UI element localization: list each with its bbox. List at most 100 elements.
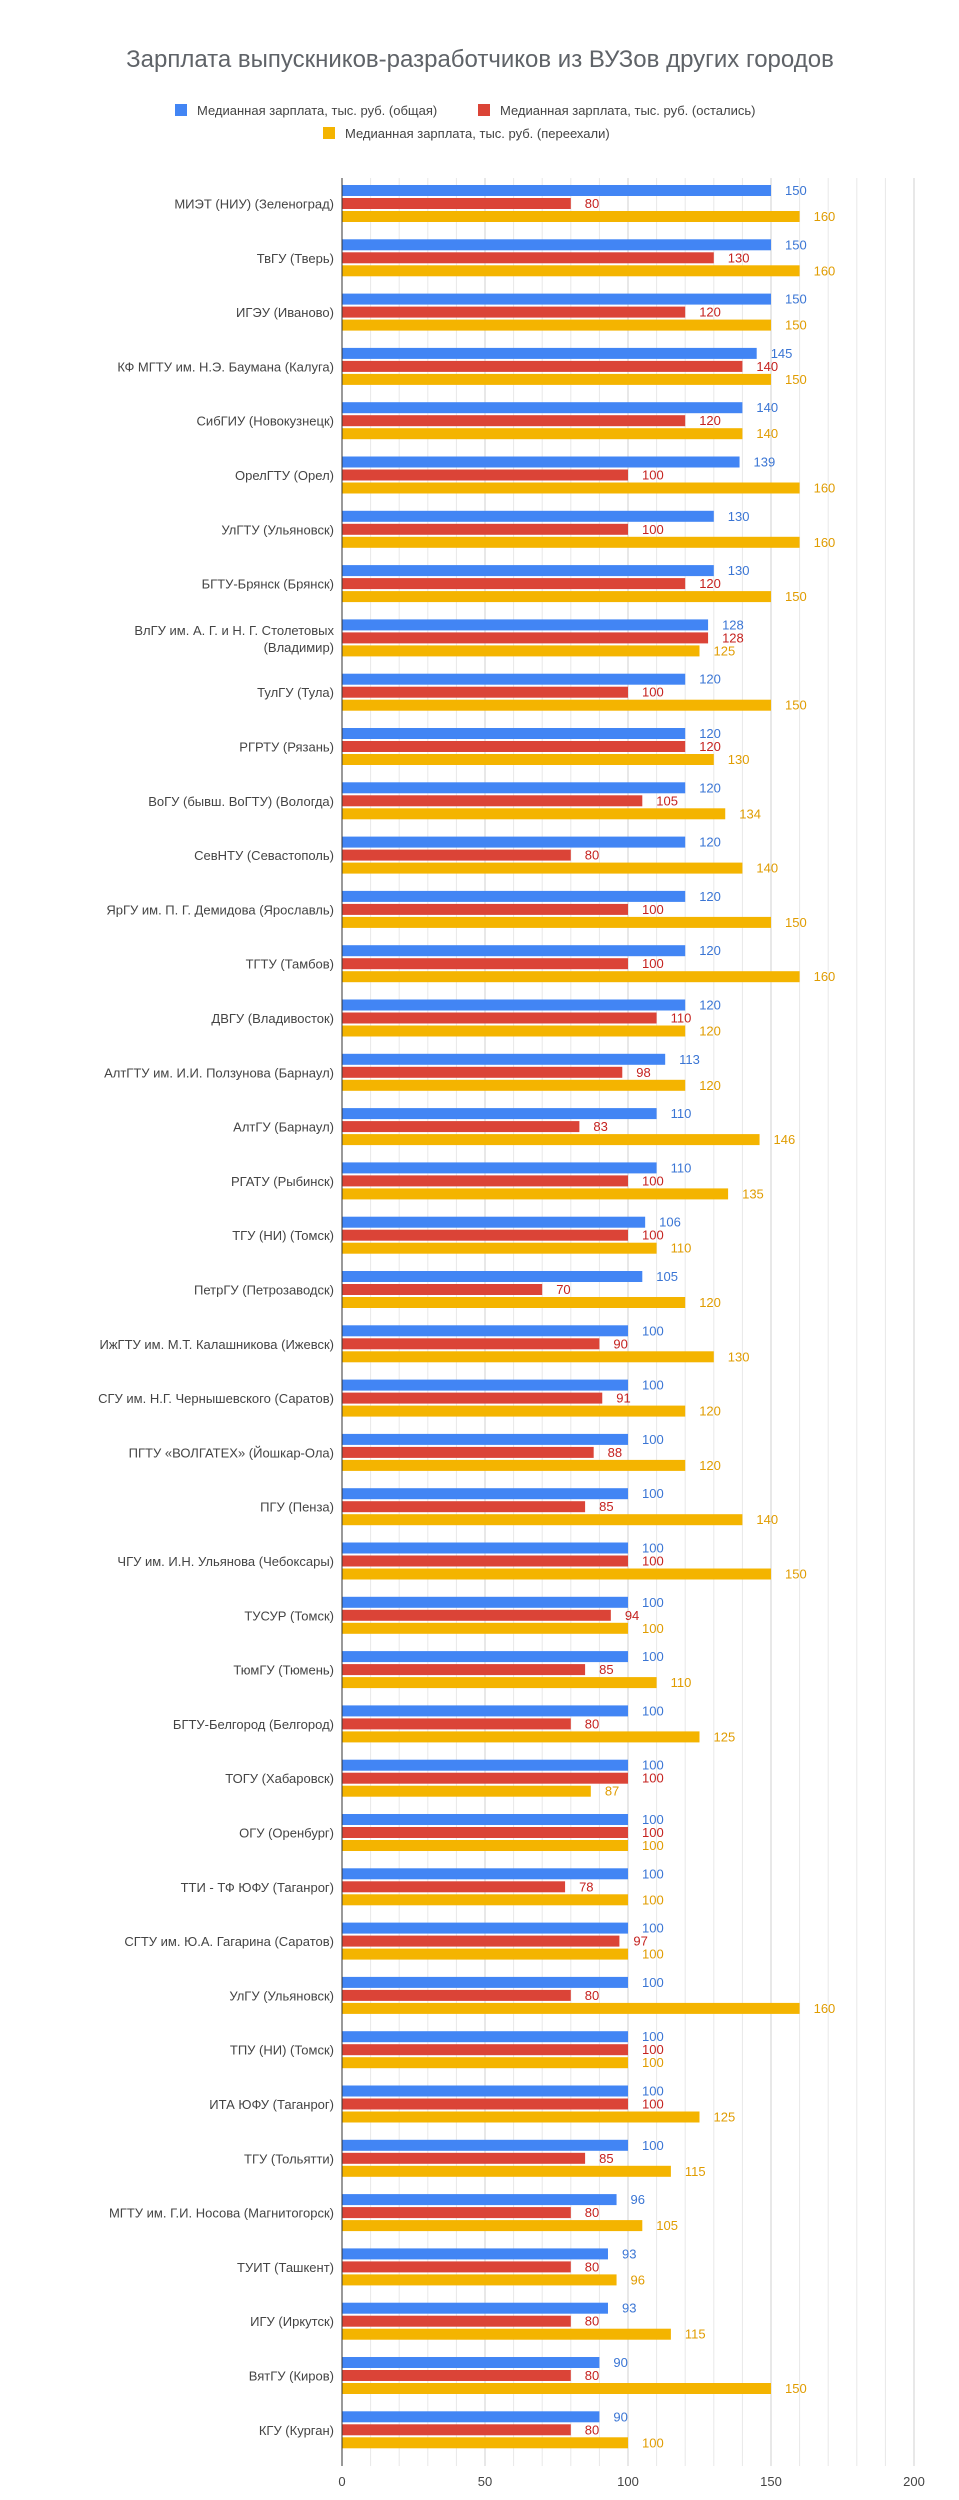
category-label-10: РГРТУ (Рязань)	[239, 740, 334, 755]
category-label-8-line-0: ВлГУ им. А. Г. и Н. Г. Столетовых	[134, 623, 334, 638]
bar-20-0	[342, 1271, 643, 1282]
bar-8-0	[342, 619, 709, 631]
value-label-36-2: 115	[685, 2164, 706, 2179]
bar-7-2	[342, 591, 771, 603]
bar-38-1	[342, 2261, 571, 2273]
value-label-14-1: 100	[642, 956, 664, 971]
value-label-25-0: 100	[642, 1541, 664, 1556]
bar-16-0	[342, 1053, 666, 1065]
bar-9-1	[342, 686, 628, 698]
category-label-41: КГУ (Курган)	[259, 2423, 334, 2438]
value-label-39-0: 93	[622, 2301, 636, 2316]
value-label-10-2: 130	[728, 752, 750, 767]
bar-2-1	[342, 306, 686, 318]
value-label-35-1: 100	[642, 2097, 664, 2112]
value-label-29-0: 100	[642, 1758, 664, 1773]
bar-38-2	[342, 2274, 617, 2286]
bar-20-1	[342, 1284, 543, 1295]
value-label-8-0: 128	[722, 617, 744, 632]
bar-24-1	[342, 1501, 586, 1513]
bar-0-1	[342, 198, 571, 209]
value-label-0-1: 80	[585, 196, 599, 211]
bar-26-0	[342, 1596, 628, 1608]
category-label-29: ТОГУ (Хабаровск)	[225, 1771, 334, 1786]
category-label-27: ТюмГУ (Тюмень)	[233, 1663, 334, 1678]
value-label-38-2: 96	[631, 2272, 645, 2287]
category-label-1: ТвГУ (Тверь)	[257, 251, 334, 266]
bar-18-1	[342, 1175, 628, 1187]
value-label-37-2: 105	[656, 2218, 678, 2233]
legend-swatch-1	[478, 104, 490, 116]
bar-2-0	[342, 293, 771, 305]
value-label-7-1: 120	[699, 576, 721, 591]
value-label-33-0: 100	[642, 1975, 664, 1990]
value-label-18-1: 100	[642, 1173, 664, 1188]
value-label-4-1: 120	[699, 413, 721, 428]
category-label-30: ОГУ (Оренбург)	[239, 1826, 334, 1841]
value-label-17-0: 110	[671, 1106, 692, 1121]
value-label-20-2: 120	[699, 1295, 721, 1310]
value-label-41-2: 100	[642, 2435, 664, 2450]
value-label-27-2: 110	[671, 1675, 692, 1690]
value-label-19-1: 100	[642, 1228, 664, 1243]
value-label-6-1: 100	[642, 522, 664, 537]
value-label-25-2: 150	[785, 1567, 807, 1582]
category-label-5: ОрелГТУ (Орел)	[235, 468, 334, 483]
value-label-29-1: 100	[642, 1771, 664, 1786]
bar-40-0	[342, 2357, 600, 2368]
value-label-4-0: 140	[756, 400, 778, 415]
value-label-32-1: 97	[633, 1934, 647, 1949]
value-label-19-2: 110	[671, 1241, 692, 1256]
value-label-23-2: 120	[699, 1458, 721, 1473]
bar-12-1	[342, 849, 571, 861]
category-label-11: ВоГУ (бывш. ВоГТУ) (Вологда)	[148, 794, 334, 809]
x-tick-label-200: 200	[903, 2474, 925, 2489]
bar-4-0	[342, 402, 743, 414]
bar-18-2	[342, 1188, 729, 1200]
value-label-18-0: 110	[671, 1160, 692, 1175]
value-label-8-2: 125	[714, 643, 736, 658]
bar-36-2	[342, 2165, 671, 2177]
value-label-12-1: 80	[585, 848, 599, 863]
bar-40-1	[342, 2370, 571, 2381]
bar-1-0	[342, 239, 771, 251]
value-label-26-1: 94	[625, 1608, 639, 1623]
bar-7-0	[342, 565, 714, 577]
value-label-10-1: 120	[699, 739, 721, 754]
value-label-5-0: 139	[754, 455, 776, 470]
value-label-9-0: 120	[699, 672, 721, 687]
value-label-11-0: 120	[699, 780, 721, 795]
value-label-40-2: 150	[785, 2381, 807, 2396]
value-label-37-0: 96	[631, 2192, 645, 2207]
value-label-18-2: 135	[742, 1186, 764, 1201]
value-label-6-0: 130	[728, 509, 750, 524]
value-label-7-0: 130	[728, 563, 750, 578]
value-label-30-2: 100	[642, 1838, 664, 1853]
x-tick-label-50: 50	[478, 2474, 492, 2489]
category-label-12: СевНТУ (Севастополь)	[194, 848, 334, 863]
value-label-21-1: 90	[613, 1336, 627, 1351]
bar-6-0	[342, 510, 714, 522]
value-label-35-0: 100	[642, 2084, 664, 2099]
value-label-30-1: 100	[642, 1825, 664, 1840]
bar-21-0	[342, 1325, 628, 1337]
bar-20-2	[342, 1297, 686, 1308]
value-label-26-0: 100	[642, 1595, 664, 1610]
bar-5-1	[342, 469, 628, 481]
bar-30-2	[342, 1840, 628, 1851]
value-label-38-1: 80	[585, 2259, 599, 2274]
gridlines	[370, 178, 915, 2466]
bar-10-1	[342, 741, 686, 752]
value-label-12-0: 120	[699, 835, 721, 850]
bar-40-2	[342, 2383, 771, 2394]
bar-32-0	[342, 1922, 628, 1934]
value-label-31-1: 78	[579, 1879, 593, 1894]
bar-14-0	[342, 945, 686, 957]
category-label-34: ТПУ (НИ) (Томск)	[230, 2043, 334, 2058]
bar-33-1	[342, 1989, 571, 2001]
chart-title: Зарплата выпускников-разработчиков из ВУ…	[126, 46, 834, 73]
bar-2-2	[342, 319, 771, 331]
category-label-15: ДВГУ (Владивосток)	[211, 1011, 334, 1026]
bar-35-0	[342, 2085, 628, 2097]
bar-34-0	[342, 2031, 628, 2043]
